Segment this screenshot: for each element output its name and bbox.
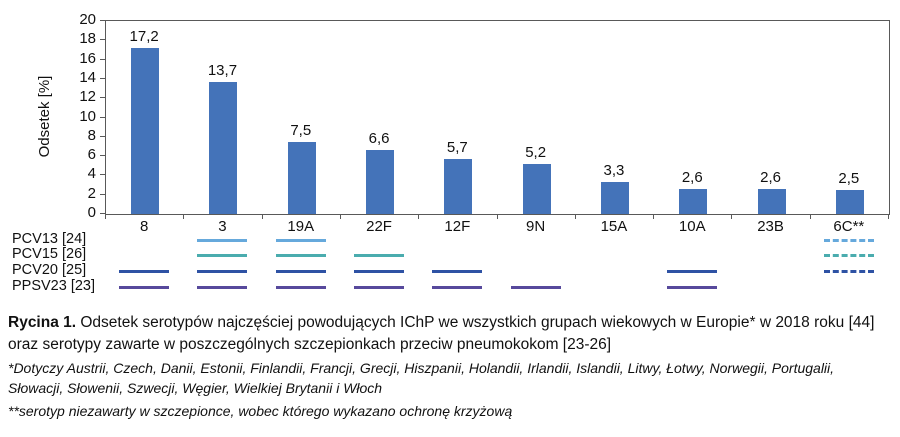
x-axis-tick-mark: [261, 214, 263, 219]
figure-caption: Rycina 1. Odsetek serotypów najczęściej …: [8, 312, 888, 356]
y-axis-tick-mark: [100, 155, 105, 157]
y-axis-tick-mark: [100, 39, 105, 41]
vaccine-coverage-line-solid: [197, 286, 248, 289]
y-axis-tick-label: 10: [79, 107, 96, 125]
x-axis-category-label: 12F: [444, 218, 471, 235]
footnote-countries: *Dotyczy Austrii, Czech, Danii, Estonii,…: [8, 360, 835, 397]
x-axis-category-label: 8: [139, 218, 149, 235]
vaccine-coverage-line-solid: [275, 270, 326, 273]
vaccine-coverage-line-solid: [197, 239, 248, 242]
vaccine-coverage-line-solid: [354, 286, 405, 289]
bar-6C**: [835, 189, 864, 214]
vaccine-coverage-line-dashed: [823, 254, 874, 257]
vaccine-row-label: PPSV23 [23]: [12, 278, 96, 294]
bar-value-label: 5,7: [446, 138, 468, 156]
bar-value-label: 13,7: [207, 61, 238, 79]
y-axis-tick-mark: [100, 116, 105, 118]
bar-value-label: 7,5: [290, 121, 312, 139]
y-axis-tick-label: 6: [87, 146, 96, 164]
x-axis-tick-mark: [105, 214, 106, 219]
y-axis-tick-mark: [100, 20, 105, 21]
figure-caption-number: Rycina 1.: [8, 314, 77, 331]
y-axis-tick-mark: [100, 77, 105, 79]
y-axis-title: Odsetek [%]: [36, 75, 53, 158]
footnote-cross-protection: **serotyp niezawarty w szczepionce, wobe…: [8, 402, 513, 419]
y-axis-tick-label: 20: [79, 11, 96, 28]
vaccine-row-label: PCV13 [24]: [12, 231, 87, 247]
vaccine-coverage-line-solid: [119, 270, 170, 273]
bar-23B: [757, 188, 786, 214]
vaccine-coverage-line-solid: [432, 270, 483, 273]
vaccine-coverage-line-solid: [197, 254, 248, 257]
bar-19A: [287, 141, 316, 214]
x-axis-tick-mark: [809, 214, 811, 219]
y-axis-tick-mark: [100, 97, 105, 99]
x-axis-tick-mark: [496, 214, 498, 219]
x-axis-tick-mark: [418, 214, 420, 219]
x-axis-tick-mark: [183, 214, 185, 219]
bar-10A: [679, 188, 708, 214]
figure-caption-text: Odsetek serotypów najczęściej powodujący…: [8, 314, 875, 353]
x-axis-category-label: 23B: [757, 218, 784, 235]
y-axis-tick-label: 16: [79, 49, 96, 67]
y-axis-tick-label: 18: [79, 30, 96, 48]
vaccine-coverage-line-solid: [510, 286, 561, 289]
vaccine-row-label: PCV15 [26]: [12, 246, 87, 262]
y-axis-tick-mark: [100, 135, 105, 137]
bar-12F: [444, 159, 473, 214]
y-axis-tick-label: 12: [79, 88, 96, 106]
plot-area: [105, 20, 890, 215]
x-axis-category-label: 22F: [366, 218, 392, 235]
vaccine-coverage-line-solid: [667, 286, 718, 289]
x-axis-tick-mark: [574, 214, 576, 219]
x-axis-tick-mark: [339, 214, 341, 219]
vaccine-coverage-line-solid: [667, 270, 718, 273]
y-axis-tick-mark: [100, 58, 105, 60]
bar-3: [209, 81, 238, 214]
vaccine-coverage-line-solid: [275, 254, 326, 257]
vaccine-coverage-line-solid: [275, 286, 326, 289]
bar-value-label: 6,6: [368, 130, 390, 148]
bar-value-label: 17,2: [129, 28, 159, 46]
vaccine-coverage-line-solid: [354, 270, 405, 273]
vaccine-coverage-line-solid: [432, 286, 483, 289]
x-axis-category-label: 15A: [600, 218, 628, 235]
y-axis-tick-mark: [100, 213, 105, 214]
bar-value-label: 2,5: [838, 169, 860, 187]
x-axis-tick-mark: [653, 214, 655, 219]
bar-value-label: 2,6: [760, 168, 781, 186]
y-axis-tick-mark: [100, 174, 105, 176]
x-axis-tick-mark: [888, 214, 889, 219]
y-axis-tick-label: 2: [87, 184, 96, 202]
x-axis-category-label: 9N: [526, 218, 546, 235]
y-axis-tick-label: 0: [87, 204, 96, 221]
bar-value-label: 5,2: [525, 143, 547, 161]
bar-9N: [522, 163, 551, 214]
x-axis-category-label: 19A: [287, 218, 315, 235]
vaccine-coverage-line-dashed: [823, 239, 874, 242]
vaccine-coverage-line-dashed: [823, 270, 874, 273]
vaccine-row-label: PCV20 [25]: [12, 262, 87, 278]
bar-chart: Odsetek [%] 17,2 8 13,7 3 7,5 19A 6,6 22F 5,7 12F…: [12, 11, 890, 294]
bar-15A: [600, 182, 629, 214]
vaccine-coverage-line-solid: [119, 286, 170, 289]
bar-8: [131, 48, 160, 214]
vaccine-coverage-line-solid: [354, 254, 405, 257]
y-axis-tick-label: 4: [87, 165, 96, 183]
vaccine-coverage-line-solid: [197, 270, 248, 273]
y-axis-tick-mark: [100, 193, 105, 195]
y-axis-tick-label: 8: [87, 126, 96, 144]
y-axis-tick-label: 14: [79, 68, 96, 86]
bar-22F: [366, 150, 395, 214]
x-axis-tick-mark: [731, 214, 733, 219]
x-axis-category-label: 10A: [678, 218, 706, 235]
x-axis-category-label: 3: [218, 218, 227, 235]
bar-value-label: 3,3: [603, 162, 625, 180]
bar-value-label: 2,6: [681, 168, 703, 186]
vaccine-coverage-line-solid: [275, 239, 326, 242]
x-axis-category-label: 6C**: [833, 218, 865, 235]
